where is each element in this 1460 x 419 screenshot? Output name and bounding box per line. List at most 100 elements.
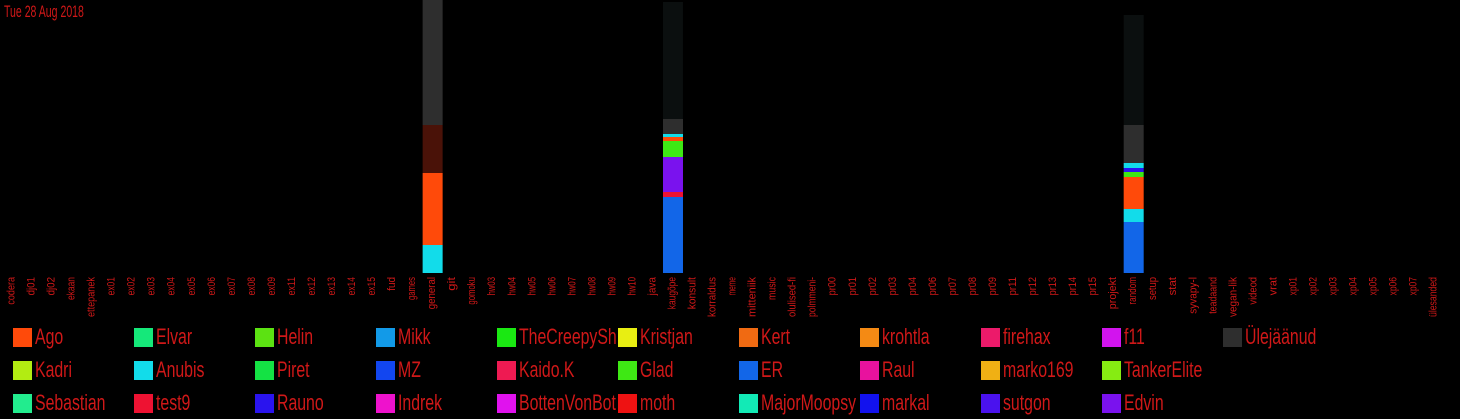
legend-label: Elvar — [156, 324, 193, 349]
x-tick-label: pr07 — [947, 277, 959, 295]
bar-segment-kaugõpe — [662, 137, 683, 141]
x-tick-label: polmmeni- — [807, 277, 819, 317]
legend-item: MajorMoopsy — [739, 390, 859, 415]
x-tick-label: music — [767, 277, 779, 300]
x-tick-label: pr06 — [927, 277, 939, 295]
legend-item: Elvar — [134, 324, 254, 349]
x-tick-label: hw03 — [486, 277, 498, 295]
legend-item: krohtla — [860, 324, 980, 349]
x-tick-label: hw09 — [606, 277, 618, 295]
x-tick-label: pr03 — [887, 277, 899, 295]
x-tick-label: ülesanded — [1428, 277, 1440, 317]
bar-segment-kaugõpe — [662, 197, 683, 273]
legend-label: Sebastian — [35, 390, 106, 415]
legend-item: moth — [618, 390, 738, 415]
legend-label: Kristjan — [640, 324, 693, 349]
legend-swatch — [860, 327, 879, 347]
legend-swatch — [1223, 327, 1242, 347]
legend-label: Raul — [882, 357, 915, 382]
legend-label: Ago — [35, 324, 64, 349]
stacked-bar-chart: codera dj01 dj02 ekaan ettepanek ex01 ex02 ex03… — [6, 0, 1440, 317]
legend-label: MajorMoopsy — [761, 390, 857, 415]
x-tick-label: meme — [727, 277, 739, 295]
x-tick-label: hw08 — [586, 277, 598, 295]
legend-swatch — [739, 360, 758, 380]
bar-segment-general — [422, 125, 443, 173]
legend-label: krohtla — [882, 324, 930, 349]
legend-label: Piret — [277, 357, 310, 382]
x-tick-label: general — [426, 277, 438, 309]
x-tick-label: ex12 — [306, 277, 318, 295]
legend-item: TheCreepySh — [497, 324, 617, 349]
x-tick-label: xp06 — [1388, 277, 1400, 295]
x-tick-label: java — [646, 276, 658, 296]
legend-swatch — [255, 393, 274, 413]
legend-swatch — [618, 393, 637, 413]
x-tick-label: pr01 — [847, 277, 859, 295]
legend-swatch — [981, 327, 1000, 347]
x-tick-label: pr11 — [1007, 277, 1019, 295]
legend-swatch — [618, 327, 637, 347]
legend-label: MZ — [398, 357, 421, 382]
x-tick-label: kaugõpe — [666, 277, 678, 309]
legend-swatch — [376, 327, 395, 347]
x-tick-label: xp01 — [1287, 277, 1299, 295]
bar-segment-kaugõpe — [662, 192, 683, 197]
legend-label: ER — [761, 357, 784, 382]
legend-item: Sebastian — [13, 390, 133, 415]
legend-label: test9 — [156, 390, 191, 415]
legend-item: Edvin — [1102, 390, 1222, 415]
bar-segment-general — [422, 173, 443, 245]
x-tick-label: ex01 — [106, 277, 118, 295]
legend-swatch — [497, 327, 516, 347]
legend-swatch — [981, 393, 1000, 413]
x-tick-label: xp05 — [1368, 277, 1380, 295]
bar-segment-kaugõpe — [662, 134, 683, 137]
legend-label: BottenVonBot — [519, 390, 616, 415]
legend-swatch — [376, 360, 395, 380]
legend-item: Ülejäänud — [1223, 324, 1343, 349]
legend-label: Mikk — [398, 324, 431, 349]
x-tick-label: xp02 — [1307, 277, 1319, 295]
legend-item: Glad — [618, 357, 738, 382]
legend-label: TankerElite — [1124, 357, 1203, 382]
legend-item: firehax — [981, 324, 1101, 349]
x-tick-label: pr09 — [987, 277, 999, 295]
legend-item: Helin — [255, 324, 375, 349]
x-tick-label: dj02 — [46, 277, 58, 295]
legend-label: Edvin — [1124, 390, 1164, 415]
legend-label: moth — [640, 390, 676, 415]
legend-swatch — [618, 360, 637, 380]
legend-label: f11 — [1124, 324, 1145, 349]
x-tick-label: konsult — [687, 277, 699, 309]
legend-item: Mikk — [376, 324, 496, 349]
x-tick-label: ex04 — [166, 277, 178, 295]
legend-item: TankerElite — [1102, 357, 1222, 382]
bar-segment-random — [1123, 125, 1144, 163]
x-tick-label: ex14 — [346, 277, 358, 295]
legend-swatch — [255, 360, 274, 380]
legend-label: Anubis — [156, 357, 205, 382]
legend-swatch — [981, 360, 1000, 380]
x-tick-label: ex07 — [226, 277, 238, 295]
legend-swatch — [134, 393, 153, 413]
bar-segment-random — [1123, 168, 1144, 172]
legend-item: Raul — [860, 357, 980, 382]
x-tick-label: videod — [1247, 277, 1259, 305]
legend-label: sutgon — [1003, 390, 1051, 415]
x-tick-label: xp03 — [1327, 277, 1339, 295]
x-tick-label: olulised-fi — [787, 277, 799, 317]
legend-swatch — [13, 327, 32, 347]
x-tick-label: hw10 — [626, 277, 638, 295]
x-tick-label: pr12 — [1027, 277, 1039, 295]
x-tick-label: hw04 — [506, 277, 518, 295]
x-tick-label: pr08 — [967, 277, 979, 295]
legend-item: Kert — [739, 324, 859, 349]
legend-item: sutgon — [981, 390, 1101, 415]
legend-swatch — [13, 393, 32, 413]
legend-item: Kristjan — [618, 324, 738, 349]
x-tick-label: pr04 — [907, 277, 919, 295]
legend-swatch — [497, 360, 516, 380]
x-tick-label: ex06 — [206, 277, 218, 295]
legend-item: BottenVonBot — [497, 390, 617, 415]
